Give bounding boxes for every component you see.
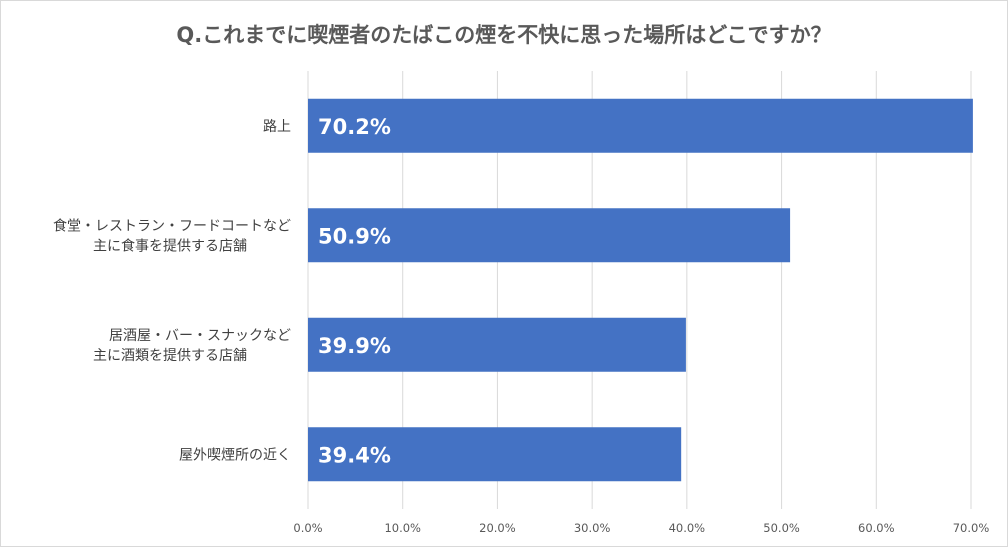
- category-label: 屋外喫煙所の近く: [179, 447, 291, 463]
- category-label-line: 居酒屋・バー・スナックなど: [109, 328, 291, 344]
- category-label: 居酒屋・バー・スナックなど主に酒類を提供する店舗: [93, 328, 291, 364]
- x-tick-label: 70.0%: [953, 521, 990, 535]
- x-tick-label: 0.0%: [293, 521, 322, 535]
- category-label: 食堂・レストラン・フードコートなど主に食事を提供する店舗: [53, 217, 291, 254]
- category-label-line: 主に酒類を提供する店舗: [93, 348, 247, 364]
- x-tick-label: 10.0%: [384, 521, 421, 535]
- x-tick-label: 20.0%: [479, 521, 516, 535]
- x-tick-label: 50.0%: [763, 521, 800, 535]
- bar: [308, 98, 973, 153]
- x-tick-label: 40.0%: [669, 521, 706, 535]
- bar: [308, 427, 682, 482]
- bar: [308, 317, 686, 372]
- category-label-line: 屋外喫煙所の近く: [179, 447, 291, 463]
- data-label: 39.4%: [318, 443, 391, 467]
- category-label: 路上: [263, 119, 291, 135]
- x-tick-label: 30.0%: [574, 521, 611, 535]
- x-tick-label: 60.0%: [858, 521, 895, 535]
- data-label: 39.9%: [318, 334, 391, 358]
- data-label: 50.9%: [318, 224, 391, 248]
- category-label-line: 主に食事を提供する店舗: [93, 237, 247, 254]
- category-label-line: 食堂・レストラン・フードコートなど: [53, 217, 291, 234]
- category-label-line: 路上: [263, 119, 291, 135]
- data-label: 70.2%: [318, 115, 391, 139]
- chart-title: Q.これまでに喫煙者のたばこの煙を不快に思った場所はどこですか？: [176, 23, 832, 47]
- bar: [308, 208, 791, 263]
